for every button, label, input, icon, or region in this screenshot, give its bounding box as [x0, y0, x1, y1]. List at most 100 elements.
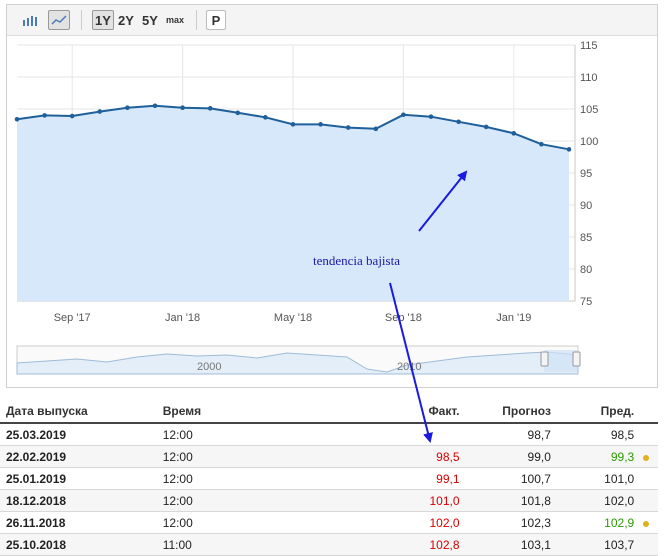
- data-point[interactable]: [290, 122, 296, 127]
- trend-annotation: tendencia bajista: [313, 253, 400, 268]
- range-max-button[interactable]: max: [166, 15, 185, 25]
- forecast-cell: 100,7: [459, 467, 551, 490]
- data-point[interactable]: [566, 147, 572, 152]
- chart-panel: 1Y 2Y 5Y max P 75 80 85 90 95 100 105 110 115 Se…: [6, 4, 658, 388]
- data-point[interactable]: [373, 126, 379, 132]
- time-cell: 12:00: [156, 445, 400, 468]
- navigator-label: 2010: [397, 361, 421, 373]
- range-2y-button[interactable]: 2Y: [118, 12, 134, 28]
- data-point[interactable]: [456, 119, 461, 125]
- x-tick-label: Jan '18: [165, 312, 200, 324]
- navigator-left-handle[interactable]: [540, 351, 549, 367]
- actual-cell: 99,1: [399, 467, 460, 490]
- revision-cell: [634, 533, 658, 556]
- y-tick-label: 75: [580, 296, 592, 308]
- data-point[interactable]: [69, 113, 75, 119]
- header-release-date[interactable]: Дата выпуска: [0, 400, 157, 424]
- y-tick-label: 110: [580, 72, 598, 84]
- y-tick-label: 95: [580, 168, 592, 180]
- release-date-cell: 22.02.2019: [0, 445, 157, 468]
- data-point[interactable]: [180, 105, 185, 111]
- table-row: 26.11.2018 12:00 102,0 102,3 102,9: [0, 511, 658, 534]
- range-1y-button[interactable]: 1Y: [92, 10, 114, 30]
- y-tick-label: 90: [580, 200, 592, 212]
- table-row: 25.10.2018 11:00 102,8 103,1 103,7: [0, 533, 658, 556]
- time-cell: 12:00: [156, 467, 400, 490]
- actual-cell: 102,0: [399, 511, 460, 534]
- data-point[interactable]: [511, 131, 517, 136]
- revision-cell: [634, 511, 658, 534]
- x-tick-label: Sep '18: [385, 312, 422, 324]
- header-actual[interactable]: Факт.: [399, 400, 460, 424]
- data-point[interactable]: [42, 113, 47, 118]
- data-point[interactable]: [539, 141, 544, 147]
- x-tick-label: Jan '19: [496, 312, 531, 324]
- data-point[interactable]: [125, 105, 130, 111]
- revision-dot-icon: [643, 520, 650, 527]
- data-point[interactable]: [483, 124, 489, 130]
- header-forecast[interactable]: Прогноз: [459, 400, 551, 424]
- events-table: Дата выпуска Время Факт. Прогноз Пред. 2…: [0, 400, 658, 556]
- y-tick-label: 85: [580, 232, 592, 244]
- forecast-cell: 102,3: [459, 511, 551, 534]
- toolbar-separator: [196, 10, 197, 30]
- y-tick-label: 100: [580, 136, 598, 148]
- previous-cell: 101,0: [550, 467, 635, 490]
- range-5y-button[interactable]: 5Y: [142, 12, 158, 28]
- release-date-cell: 26.11.2018: [0, 511, 157, 534]
- data-point[interactable]: [235, 110, 241, 116]
- previous-cell: 98,5: [550, 423, 635, 446]
- time-cell: 12:00: [156, 489, 400, 512]
- previous-cell: 102,9: [550, 511, 635, 534]
- events-table-area: Дата выпуска Время Факт. Прогноз Пред. 2…: [0, 400, 670, 556]
- table-row: 22.02.2019 12:00 98,5 99,0 99,3: [0, 445, 658, 468]
- forecast-cell: 101,8: [459, 489, 551, 512]
- bar-chart-icon[interactable]: [19, 10, 41, 30]
- table-row: 25.03.2019 12:00 98,7 98,5: [0, 423, 658, 446]
- revision-cell: [634, 445, 658, 468]
- release-date-cell: 25.03.2019: [0, 423, 157, 446]
- data-point[interactable]: [207, 106, 213, 111]
- table-row: 25.01.2019 12:00 99,1 100,7 101,0: [0, 467, 658, 490]
- revision-cell: [634, 423, 658, 446]
- previous-cell: 102,0: [550, 489, 635, 512]
- y-tick-label: 105: [580, 104, 598, 116]
- forecast-cell: 99,0: [459, 445, 551, 468]
- chart-toolbar: 1Y 2Y 5Y max P: [7, 5, 657, 36]
- data-point[interactable]: [14, 116, 20, 122]
- line-chart-icon[interactable]: [48, 10, 70, 30]
- x-tick-label: May '18: [274, 312, 312, 324]
- forecast-cell: 98,7: [459, 423, 551, 446]
- data-point[interactable]: [152, 103, 158, 109]
- release-date-cell: 25.10.2018: [0, 533, 157, 556]
- series-points: [14, 103, 572, 152]
- data-point[interactable]: [345, 125, 351, 130]
- x-tick-label: Sep '17: [54, 312, 91, 324]
- revision-cell: [634, 489, 658, 512]
- actual-cell: 98,5: [399, 445, 460, 468]
- actual-cell: 102,8: [399, 533, 460, 556]
- header-time[interactable]: Время: [156, 400, 400, 424]
- header-previous[interactable]: Пред.: [550, 400, 635, 424]
- release-date-cell: 25.01.2019: [0, 467, 157, 490]
- p-button[interactable]: P: [206, 10, 226, 30]
- previous-cell: 99,3: [550, 445, 635, 468]
- header-spacer: [634, 400, 658, 424]
- navigator-label: 2000: [197, 361, 221, 373]
- data-point[interactable]: [318, 122, 323, 127]
- forecast-cell: 103,1: [459, 533, 551, 556]
- data-point[interactable]: [428, 114, 434, 119]
- data-point[interactable]: [263, 115, 268, 120]
- series-area: [17, 105, 569, 301]
- price-chart: 75 80 85 90 95 100 105 110 115 Sep '17 Jan '18 May…: [14, 40, 598, 375]
- toolbar-separator: [81, 10, 82, 30]
- data-point[interactable]: [401, 112, 406, 118]
- navigator-right-handle[interactable]: [572, 351, 581, 367]
- time-cell: 12:00: [156, 511, 400, 534]
- data-point[interactable]: [97, 109, 103, 114]
- release-date-cell: 18.12.2018: [0, 489, 157, 512]
- time-cell: 11:00: [156, 533, 400, 556]
- navigator: 2000 2010: [16, 345, 581, 375]
- x-axis-labels: Sep '17 Jan '18 May '18 Sep '18 Jan '19: [54, 312, 532, 324]
- y-tick-label: 80: [580, 264, 592, 276]
